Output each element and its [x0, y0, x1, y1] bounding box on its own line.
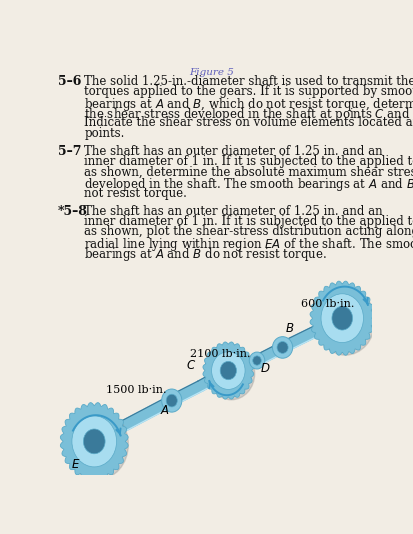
Text: points.: points. — [84, 127, 125, 140]
Ellipse shape — [253, 356, 261, 365]
Polygon shape — [60, 403, 128, 480]
Text: The solid 1.25-in.-diameter shaft is used to transmit the: The solid 1.25-in.-diameter shaft is use… — [84, 75, 413, 88]
Text: inner diameter of 1 in. If it is subjected to the applied torques: inner diameter of 1 in. If it is subject… — [84, 215, 413, 228]
Text: 2100 lb·in.: 2100 lb·in. — [190, 349, 250, 359]
Polygon shape — [280, 313, 345, 352]
Ellipse shape — [72, 416, 116, 467]
Ellipse shape — [208, 348, 255, 400]
Polygon shape — [226, 356, 259, 375]
Text: as shown, plot the shear-stress distribution acting along a: as shown, plot the shear-stress distribu… — [84, 225, 413, 238]
Text: as shown, determine the absolute maximum shear stress: as shown, determine the absolute maximum… — [84, 166, 413, 179]
Polygon shape — [203, 342, 254, 399]
Text: 600 lb·in.: 600 lb·in. — [301, 299, 354, 309]
Text: The shaft has an outer diameter of 1.25 in. and an: The shaft has an outer diameter of 1.25 … — [84, 205, 383, 218]
Text: inner diameter of 1 in. If it is subjected to the applied torques: inner diameter of 1 in. If it is subject… — [84, 155, 413, 168]
Ellipse shape — [211, 352, 245, 389]
Ellipse shape — [161, 389, 182, 412]
Text: 5–7: 5–7 — [58, 145, 81, 158]
Ellipse shape — [220, 362, 237, 380]
Text: $D$: $D$ — [260, 362, 271, 375]
Ellipse shape — [166, 394, 177, 407]
Polygon shape — [92, 396, 174, 446]
Text: Figure 5: Figure 5 — [189, 68, 234, 77]
Text: The shaft has an outer diameter of 1.25 in. and an: The shaft has an outer diameter of 1.25 … — [84, 145, 383, 158]
Text: developed in the shaft. The smooth bearings at $A$ and $B$ do: developed in the shaft. The smooth beari… — [84, 176, 413, 193]
Text: 1500 lb·in.: 1500 lb·in. — [106, 385, 166, 395]
Text: torques applied to the gears. If it is supported by smooth: torques applied to the gears. If it is s… — [84, 85, 413, 98]
Text: bearings at $A$ and $B$ do not resist torque.: bearings at $A$ and $B$ do not resist to… — [84, 246, 327, 263]
Ellipse shape — [249, 352, 265, 369]
Text: not resist torque.: not resist torque. — [84, 186, 187, 200]
Polygon shape — [310, 281, 375, 355]
Polygon shape — [169, 381, 203, 405]
Polygon shape — [254, 343, 285, 365]
Ellipse shape — [66, 409, 128, 480]
Text: the shear stress developed in the shaft at points $C$ and $D$.: the shear stress developed in the shaft … — [84, 106, 413, 123]
Text: radial line lying within region $EA$ of the shaft. The smooth: radial line lying within region $EA$ of … — [84, 236, 413, 253]
Text: Indicate the shear stress on volume elements located at these: Indicate the shear stress on volume elem… — [84, 116, 413, 129]
Ellipse shape — [277, 342, 288, 354]
Ellipse shape — [332, 307, 353, 330]
Text: $E$: $E$ — [71, 458, 81, 472]
Ellipse shape — [321, 294, 363, 343]
Text: *5–8: *5–8 — [58, 205, 88, 218]
Ellipse shape — [316, 287, 375, 355]
Text: $C$: $C$ — [186, 359, 197, 372]
Ellipse shape — [273, 336, 293, 358]
Text: 5–6: 5–6 — [58, 75, 81, 88]
Polygon shape — [198, 366, 231, 391]
Text: $A$: $A$ — [160, 404, 170, 417]
Text: $B$: $B$ — [285, 322, 294, 335]
Text: bearings at $A$ and $B$, which do not resist torque, determine: bearings at $A$ and $B$, which do not re… — [84, 96, 413, 113]
Ellipse shape — [83, 429, 105, 454]
